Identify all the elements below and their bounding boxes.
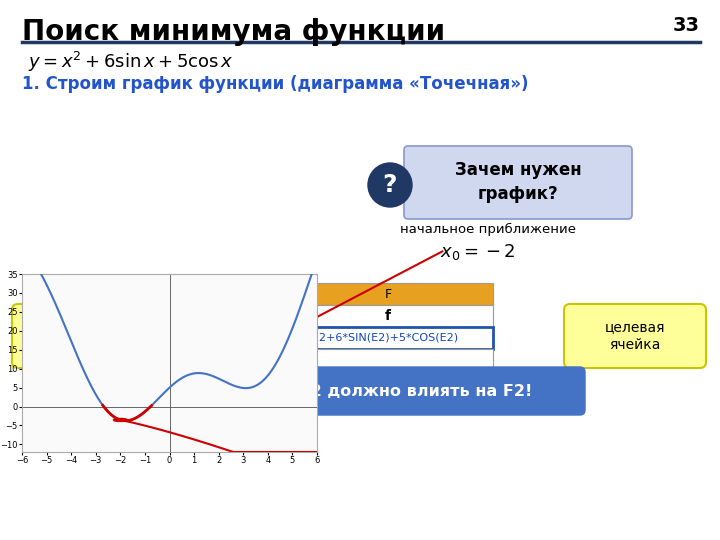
Text: Изменение E2 должно влиять на F2!: Изменение E2 должно влиять на F2!	[192, 383, 532, 399]
FancyBboxPatch shape	[200, 349, 225, 371]
FancyBboxPatch shape	[225, 349, 283, 371]
FancyBboxPatch shape	[225, 305, 283, 327]
FancyBboxPatch shape	[200, 305, 225, 327]
Circle shape	[156, 377, 184, 405]
Text: F: F	[384, 287, 392, 300]
Text: целевая
ячейка: целевая ячейка	[605, 320, 665, 352]
FancyBboxPatch shape	[564, 304, 706, 368]
Text: 1: 1	[209, 309, 217, 322]
FancyBboxPatch shape	[225, 327, 283, 349]
Text: Поиск минимума функции: Поиск минимума функции	[22, 18, 445, 46]
FancyBboxPatch shape	[200, 327, 225, 349]
FancyBboxPatch shape	[283, 305, 493, 327]
Text: =E2^2+6*SIN(E2)+5*COS(E2): =E2^2+6*SIN(E2)+5*COS(E2)	[287, 333, 459, 343]
Text: Зачем нужен
график?: Зачем нужен график?	[455, 161, 581, 203]
Text: 1. Строим график функции (диаграмма «Точечная»): 1. Строим график функции (диаграмма «Точ…	[22, 75, 528, 93]
Text: начальное приближение: начальное приближение	[400, 223, 576, 236]
Text: f: f	[385, 309, 391, 323]
Text: ?: ?	[383, 173, 397, 197]
Text: E: E	[250, 287, 258, 300]
Text: !: !	[166, 382, 174, 400]
FancyBboxPatch shape	[145, 367, 585, 415]
Text: x: x	[250, 309, 258, 323]
FancyBboxPatch shape	[225, 283, 283, 305]
Text: $x_0 = -2$: $x_0 = -2$	[440, 242, 516, 262]
FancyBboxPatch shape	[12, 304, 174, 368]
FancyBboxPatch shape	[283, 349, 493, 371]
Text: 2: 2	[209, 332, 217, 345]
Text: -2: -2	[247, 331, 261, 345]
Circle shape	[368, 163, 412, 207]
Text: 33: 33	[673, 16, 700, 35]
Text: начальное
приближение: начальное приближение	[42, 320, 144, 352]
FancyBboxPatch shape	[404, 146, 632, 219]
Text: $y = x^2 + 6\sin x + 5\cos x$: $y = x^2 + 6\sin x + 5\cos x$	[28, 50, 234, 74]
Text: 2. Подготовка данных: 2. Подготовка данных	[22, 282, 238, 300]
FancyBboxPatch shape	[283, 327, 493, 349]
FancyBboxPatch shape	[200, 283, 225, 305]
FancyBboxPatch shape	[283, 283, 493, 305]
